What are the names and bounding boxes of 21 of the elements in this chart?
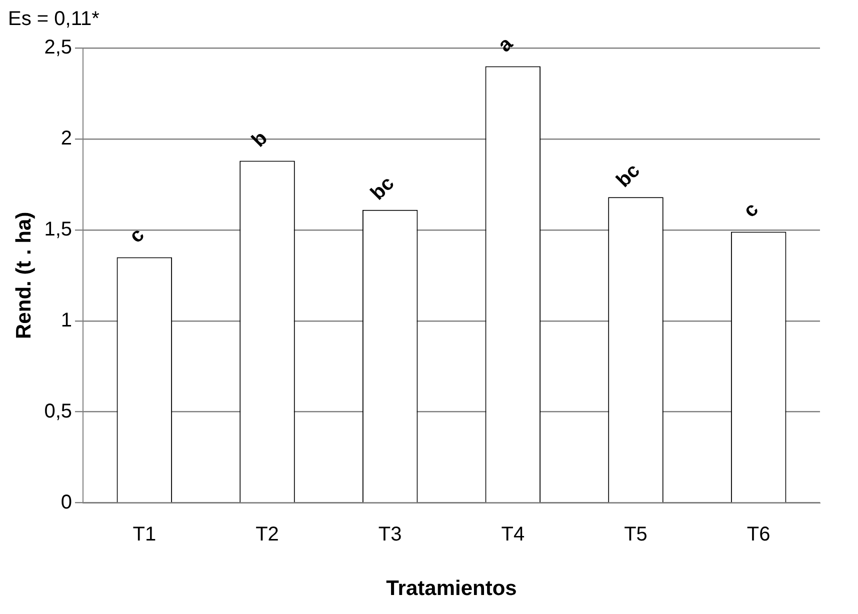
data-label: bc — [612, 160, 644, 192]
x-tick-label: T2 — [256, 523, 279, 546]
x-tick-label: T3 — [378, 523, 402, 546]
x-tick-label: T4 — [501, 523, 525, 546]
y-tick-label: 1,5 — [44, 218, 72, 240]
x-tick-label: T1 — [132, 523, 156, 546]
y-tick-label: 1 — [60, 309, 72, 332]
text: Es = 0,11* — [8, 8, 100, 31]
x-tick-label: T6 — [746, 523, 770, 546]
data-label: bc — [366, 172, 399, 205]
y-tick-label: 2 — [60, 127, 72, 150]
y-tick-label: 2,5 — [44, 36, 72, 59]
data-label: c — [739, 198, 763, 222]
y-tick-label: 0 — [60, 491, 72, 514]
data-label: c — [125, 224, 149, 248]
x-tick-label: T5 — [624, 523, 648, 546]
y-tick-label: 0,5 — [44, 400, 72, 422]
data-label: a — [494, 32, 518, 56]
x-axis-title: Tratamientos — [386, 577, 517, 600]
y-axis-title: Rend. (t . ha) — [12, 212, 36, 339]
data-label: b — [248, 127, 272, 152]
